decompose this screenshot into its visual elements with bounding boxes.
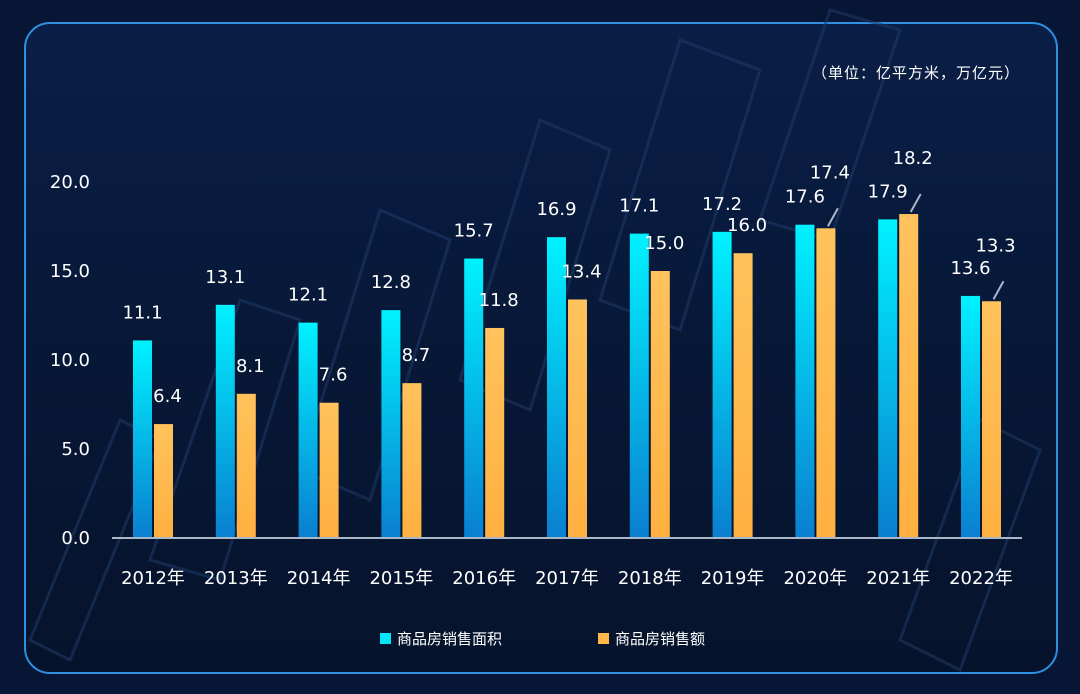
y-tick-label: 5.0 <box>61 439 90 460</box>
data-label-sales: 13.4 <box>561 261 601 282</box>
bar-sales-2020 <box>816 228 836 538</box>
x-tick-label: 2020年 <box>783 568 847 589</box>
bar-sales-2016 <box>485 327 505 538</box>
legend-label-sales: 商品房销售额 <box>615 630 706 648</box>
data-label-area: 15.7 <box>454 221 494 242</box>
legend-item-sales: 商品房销售额 <box>598 628 705 649</box>
bar-sales-2018 <box>650 271 670 538</box>
y-tick-label: 10.0 <box>50 350 90 371</box>
data-label-leader <box>827 207 839 227</box>
data-label-sales: 6.4 <box>153 386 182 407</box>
data-labels: 11.1 6.4 13.1 8.1 12.1 7.6 12.8 8.7 15.7 11.8 16.9… <box>122 148 1015 407</box>
x-tick-label: 2012年 <box>121 568 185 589</box>
data-label-sales: 8.7 <box>402 345 431 366</box>
bar-sales-2017 <box>568 299 587 538</box>
bar-sales-2021 <box>899 214 919 539</box>
data-label-area: 13.6 <box>950 258 990 279</box>
bar-area-2013 <box>215 304 235 538</box>
bar-sales-2019 <box>733 253 753 538</box>
bar-area-2019 <box>712 231 732 538</box>
bar-area-2016 <box>464 258 484 538</box>
data-label-area: 11.1 <box>122 302 162 323</box>
bar-area-2020 <box>795 224 815 538</box>
data-label-area: 17.1 <box>619 196 659 217</box>
x-tick-label: 2013年 <box>204 568 268 589</box>
data-label-sales: 17.4 <box>810 162 850 183</box>
data-label-area: 17.9 <box>868 181 908 202</box>
bar-sales-2013 <box>236 393 256 538</box>
x-tick-label: 2014年 <box>287 568 351 589</box>
legend-label-area: 商品房销售面积 <box>397 630 503 648</box>
x-tick-label: 2019年 <box>701 568 765 589</box>
data-label-leader <box>909 193 922 213</box>
x-tick-label: 2015年 <box>369 568 433 589</box>
bars <box>133 214 1001 539</box>
bar-area-2014 <box>298 322 318 538</box>
bar-sales-2022 <box>982 301 1001 538</box>
y-tick-label: 0.0 <box>61 528 90 549</box>
y-tick-label: 20.0 <box>50 172 90 193</box>
data-label-sales: 11.8 <box>479 290 519 311</box>
data-label-sales: 15.0 <box>644 233 684 254</box>
data-label-sales: 8.1 <box>236 356 265 377</box>
bar-sales-2012 <box>154 424 173 538</box>
bar-area-2012 <box>133 340 152 538</box>
data-label-area: 16.9 <box>536 199 576 220</box>
bar-sales-2014 <box>319 402 339 538</box>
x-tick-label: 2021年 <box>866 568 930 589</box>
data-label-sales: 18.2 <box>893 148 933 169</box>
legend-swatch-sales <box>598 633 609 644</box>
bar-area-2018 <box>629 233 649 538</box>
data-label-sales: 16.0 <box>727 215 767 236</box>
x-tick-label: 2018年 <box>618 568 682 589</box>
legend: 商品房销售面积 商品房销售额 <box>0 628 1080 648</box>
data-label-area: 17.6 <box>785 187 825 208</box>
y-axis-ticks: 0.0 5.0 10.0 15.0 20.0 <box>50 172 90 549</box>
x-axis-ticks: 2012年 2013年 2014年 2015年 2016年 2017年 2018年 2019年… <box>121 568 1013 589</box>
data-label-leader <box>992 280 1005 300</box>
data-label-area: 17.2 <box>702 194 742 215</box>
legend-item-area: 商品房销售面积 <box>380 628 502 649</box>
y-tick-label: 15.0 <box>50 261 90 282</box>
bar-sales-2015 <box>402 383 422 538</box>
x-tick-label: 2017年 <box>535 568 599 589</box>
x-tick-label: 2022年 <box>949 568 1013 589</box>
data-label-sales: 13.3 <box>975 235 1015 256</box>
data-label-sales: 7.6 <box>319 365 348 386</box>
bar-area-2022 <box>961 295 980 538</box>
x-tick-label: 2016年 <box>452 568 516 589</box>
data-label-area: 12.8 <box>371 272 411 293</box>
data-label-area: 13.1 <box>205 267 245 288</box>
bar-area-2021 <box>878 219 898 538</box>
bar-area-2015 <box>381 310 401 538</box>
legend-swatch-area <box>380 633 391 644</box>
data-label-area: 12.1 <box>288 285 328 306</box>
unit-label: （单位：亿平方米，万亿元） <box>811 64 1020 82</box>
bar-area-2017 <box>547 237 566 538</box>
